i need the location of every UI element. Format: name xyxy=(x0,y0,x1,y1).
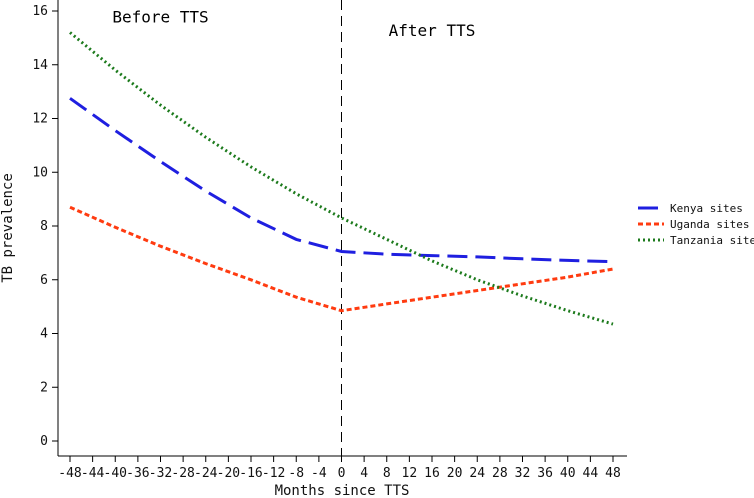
x-tick-label: -24 xyxy=(194,466,218,481)
x-tick-label: 40 xyxy=(560,466,576,481)
x-tick-label: -16 xyxy=(239,466,262,481)
series-line-uganda-sites xyxy=(69,205,614,313)
series-lines xyxy=(69,31,614,326)
y-tick-label: 16 xyxy=(32,4,48,19)
x-tick-label: 0 xyxy=(338,466,346,481)
x-tick-label: 48 xyxy=(605,466,621,481)
x-tick-label: -32 xyxy=(149,466,172,481)
y-axis-title: TB prevalence xyxy=(0,173,16,283)
x-tick-label: 24 xyxy=(469,466,485,481)
x-tick-label: -20 xyxy=(217,466,240,481)
x-tick-label: -36 xyxy=(126,466,149,481)
y-tick-label: 8 xyxy=(40,219,48,234)
y-tick-label: 14 xyxy=(32,58,48,73)
y-tick-label: 10 xyxy=(32,165,48,180)
x-tick-label: -4 xyxy=(311,466,327,481)
annotation-before-tts: Before TTS xyxy=(112,7,208,26)
y-tick-label: 6 xyxy=(40,273,48,288)
legend-label: Tanzania sites xyxy=(670,234,754,247)
series-line-kenya-sites xyxy=(69,97,614,264)
x-tick-label: -8 xyxy=(288,466,304,481)
y-tick-label: 12 xyxy=(32,112,48,127)
x-tick-label: 16 xyxy=(424,466,440,481)
legend: Kenya sites Uganda sites Tanzania sites xyxy=(638,202,754,247)
x-tick-label: 12 xyxy=(402,466,418,481)
y-ticks: 0 2 4 6 8 10 12 14 16 xyxy=(32,4,58,449)
x-tick-label: 44 xyxy=(583,466,599,481)
legend-label: Kenya sites xyxy=(670,202,743,215)
annotation-after-tts: After TTS xyxy=(389,21,476,40)
x-ticks: -48 -44 -40 -36 -32 -28 -24 -20 -16 -12 -8 -4 0 4 8 12 1… xyxy=(58,456,621,481)
x-tick-label: 4 xyxy=(360,466,368,481)
x-tick-label: -40 xyxy=(104,466,127,481)
x-tick-label: -28 xyxy=(171,466,194,481)
x-tick-label: 8 xyxy=(383,466,391,481)
series-line-tanzania-sites xyxy=(69,31,614,326)
x-tick-label: -44 xyxy=(81,466,105,481)
x-axis-title: Months since TTS xyxy=(275,483,410,498)
y-tick-label: 2 xyxy=(40,380,48,395)
x-tick-label: 28 xyxy=(492,466,508,481)
x-tick-label: -48 xyxy=(58,466,81,481)
y-tick-label: 4 xyxy=(40,327,48,342)
x-tick-label: -12 xyxy=(262,466,285,481)
legend-label: Uganda sites xyxy=(670,218,749,231)
axes xyxy=(57,0,627,457)
y-tick-label: 0 xyxy=(40,434,48,449)
x-tick-label: 20 xyxy=(447,466,463,481)
x-tick-label: 32 xyxy=(515,466,531,481)
x-tick-label: 36 xyxy=(537,466,553,481)
